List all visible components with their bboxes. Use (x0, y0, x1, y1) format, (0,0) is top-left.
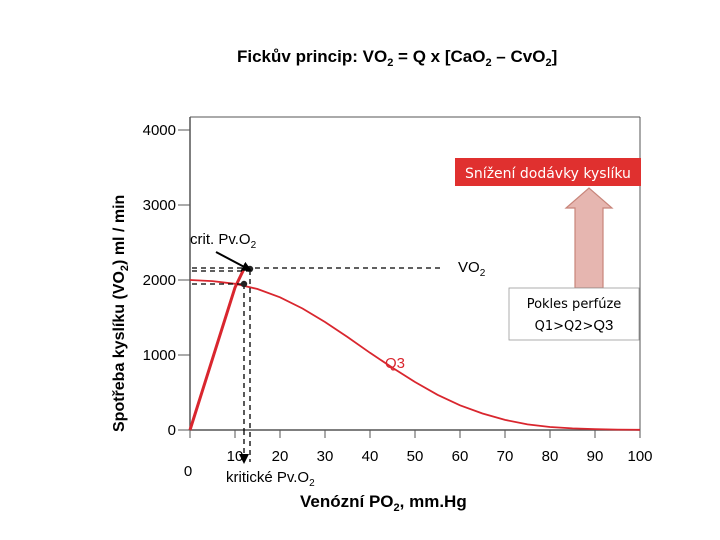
crit-pointer-arrow (215, 251, 252, 271)
x-tick-label: 0 (184, 463, 192, 480)
x-tick-label: 40 (362, 448, 379, 465)
y-axis-label: Spotřeba kyslíku (VO2) ml / min (111, 195, 131, 432)
x-tick-label: 90 (587, 448, 604, 465)
q3-curve (189, 279, 641, 431)
chart-title: Fickův princip: VO2 = Q x [CaO2 – CvO2] (237, 47, 557, 69)
oxygen-supply-reduction-text: Snížení dodávky kyslíku (465, 166, 631, 182)
kriticke-pvo2-label: kritické Pv.O2 (226, 469, 315, 489)
extraction-line (188, 268, 246, 431)
x-tick-label: 20 (272, 448, 289, 465)
perfusion-up-arrow (564, 187, 614, 289)
x-tick-label: 30 (317, 448, 334, 465)
dashed-guides (192, 267, 440, 462)
y-tick-label: 0 (168, 422, 176, 439)
y-tick-labels: 0 1000 2000 3000 4000 (143, 122, 190, 439)
perfusion-drop-line2: Q1>Q2>Q3 (535, 317, 614, 334)
x-tick-label: 80 (542, 448, 559, 465)
x-tick-label: 100 (627, 448, 652, 465)
critical-point-lower (240, 280, 248, 288)
y-tick-label: 3000 (143, 197, 176, 214)
x-tick-label: 60 (452, 448, 469, 465)
perfusion-drop-line1: Pokles perfúze (527, 297, 622, 312)
x-tick-label: 50 (407, 448, 424, 465)
y-tick-label: 4000 (143, 122, 176, 139)
x-tick-label: 10 (227, 448, 244, 465)
oxygen-supply-reduction-box (455, 158, 641, 186)
perfusion-drop-box (508, 287, 640, 341)
x-tick-label: 70 (497, 448, 514, 465)
crit-pvo2-label: crit. Pv.O2 (190, 231, 257, 251)
q3-label: Q3 (385, 355, 405, 372)
y-tick-label: 2000 (143, 272, 176, 289)
vo2-label: VO2 (458, 259, 486, 279)
y-tick-label: 1000 (143, 347, 176, 364)
x-axis-label: Venózní PO2, mm.Hg (300, 492, 467, 514)
